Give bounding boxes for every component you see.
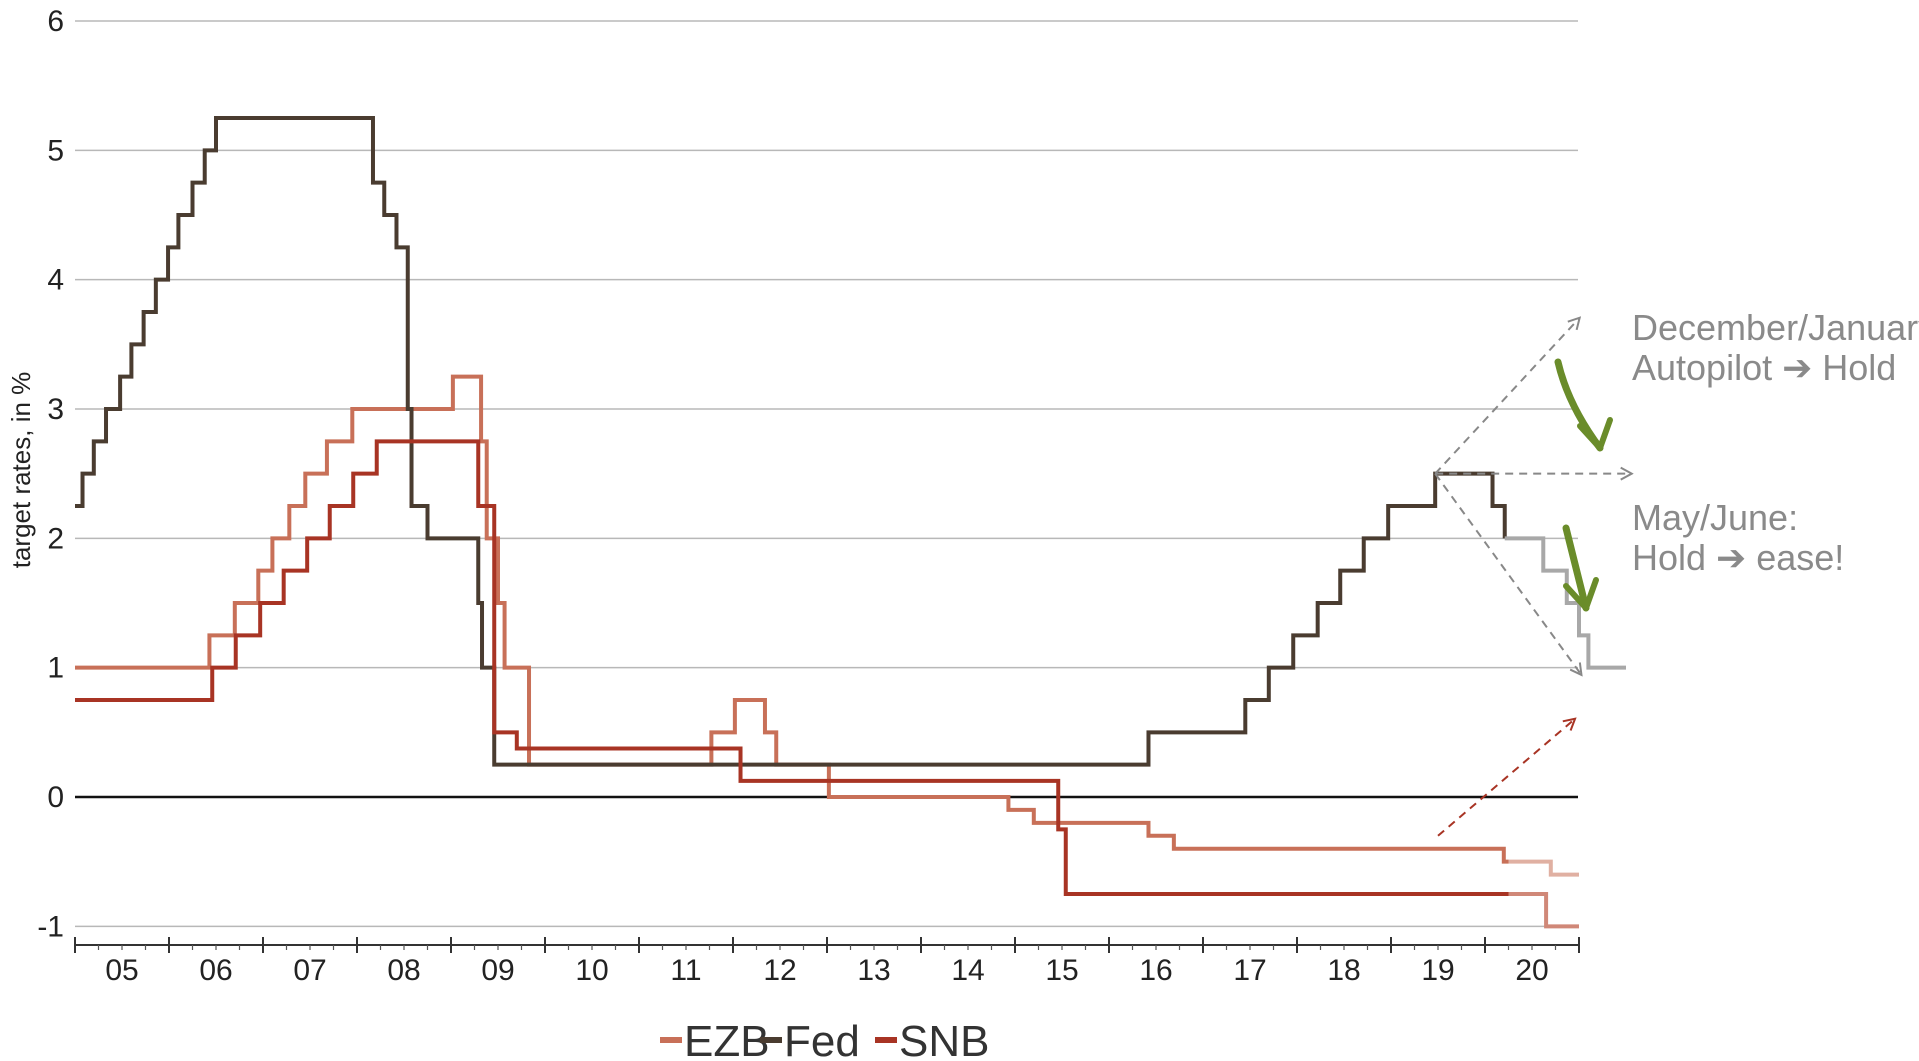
- y-tick-label: 6: [47, 5, 64, 38]
- annotation-text: December/January: [1632, 307, 1919, 348]
- green-arrow-icon: [1562, 524, 1599, 612]
- x-tick-label: 05: [105, 954, 138, 987]
- grid: [75, 20, 1578, 928]
- y-tick-label: 1: [47, 652, 64, 685]
- x-tick-label: 06: [199, 954, 232, 987]
- x-tick-label: 11: [670, 954, 701, 987]
- x-tick-label: 19: [1421, 954, 1454, 987]
- x-tick-label: 10: [575, 954, 608, 987]
- x-tick-label: 15: [1045, 954, 1078, 987]
- x-tick-label: 18: [1327, 954, 1360, 987]
- series-snb-projection: [1508, 892, 1579, 929]
- legend-label: SNB: [899, 1017, 989, 1061]
- x-tick-label: 17: [1233, 954, 1266, 987]
- annotation-text: Autopilot ➔ Hold: [1632, 347, 1896, 388]
- legend: EZB Fed SNB: [660, 1017, 989, 1061]
- y-axis-title: target rates, in %: [6, 372, 36, 569]
- x-tick-label: 16: [1139, 954, 1172, 987]
- y-tick-label: 4: [47, 264, 64, 297]
- series-fed: [75, 116, 1507, 767]
- x-tick-label: 12: [763, 954, 796, 987]
- annotation-text: May/June:: [1632, 497, 1798, 538]
- y-tick-label: 0: [47, 781, 64, 814]
- series-fed-projection: [1504, 536, 1626, 670]
- y-tick-label: -1: [37, 910, 64, 943]
- y-tick-label: 5: [47, 134, 64, 167]
- green-arrow-icon: [1554, 358, 1613, 452]
- x-tick-label: 13: [857, 954, 890, 987]
- series-ezb-projection: [1508, 859, 1579, 877]
- legend-label: Fed: [784, 1017, 860, 1061]
- x-tick-label: 20: [1515, 954, 1548, 987]
- x-tick-label: 09: [481, 954, 514, 987]
- x-tick-label: 14: [951, 954, 984, 987]
- x-tick-label: 07: [293, 954, 326, 987]
- y-tick-label: 3: [47, 393, 64, 426]
- series: [75, 116, 1626, 929]
- scenario-arrow: [1437, 719, 1574, 837]
- x-tick-label: 08: [387, 954, 420, 987]
- series-ezb: [75, 374, 1509, 864]
- annotation-text: Hold ➔ ease!: [1632, 537, 1844, 578]
- scenario-arrow: [1434, 473, 1581, 674]
- series-snb: [75, 439, 1509, 896]
- scenario-arrow: [1434, 318, 1579, 475]
- legend-label: EZB: [684, 1017, 770, 1061]
- scenario-arrows: [1434, 318, 1631, 837]
- y-tick-label: 2: [47, 522, 64, 555]
